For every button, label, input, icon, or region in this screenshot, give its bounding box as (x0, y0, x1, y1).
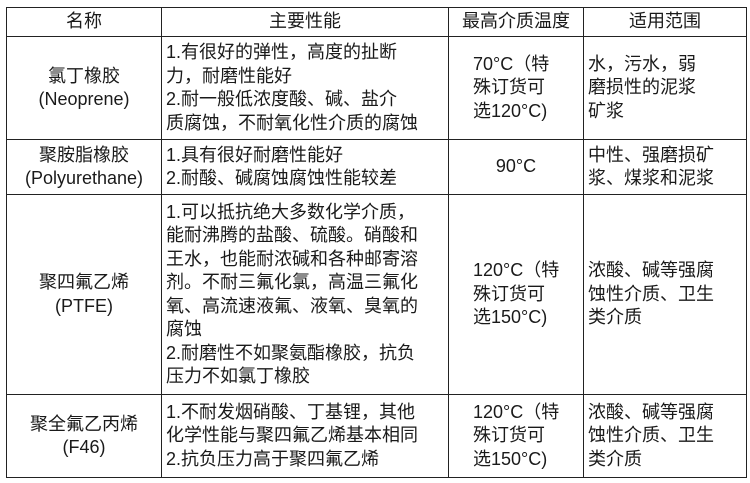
table-row: 聚全氟乙丙烯 (F46) 1.不耐发烟硝酸、丁基锂，其他 化学性能与聚四氟乙烯基本相同… (6, 394, 747, 478)
cell-line: (Neoprene) (38, 89, 130, 109)
header-row: 名称 主要性能 最高介质温度 适用范围 (6, 7, 747, 37)
cell-line: 王水，也能耐浓碱和各种邮寄溶 (166, 248, 418, 269)
cell-line: 聚全氟乙丙烯 (30, 413, 138, 434)
materials-table: 名称 主要性能 最高介质温度 适用范围 氯丁橡胶 (Neoprene) 1.有很好的… (6, 7, 747, 478)
cell-line: 90°C (495, 156, 537, 177)
cell-line: 剂。不耐三氟化氯，高温三氟化 (166, 272, 418, 292)
cell-line: (F46) (62, 437, 106, 457)
application-cell: 中性、强磨损矿 浆、煤浆和泥浆 (583, 139, 747, 195)
cell-line: 2.耐一般低浓度酸、碱、盐介 (166, 89, 398, 109)
application-cell: 浓酸、碱等强腐 蚀性介质、卫生 类介质 (583, 194, 747, 395)
name-cell: 聚四氟乙烯 (PTFE) (6, 194, 162, 395)
temperature-cell: 120°C（特 殊订货可 选150°C) (448, 394, 584, 478)
header-performance: 主要性能 (161, 7, 449, 37)
temperature-cell: 90°C (448, 139, 584, 195)
header-name: 名称 (6, 7, 162, 37)
table-row: 聚四氟乙烯 (PTFE) 1.可以抵抗绝大多数化学介质， 能耐沸腾的盐酸、硫酸。硝酸和… (6, 194, 747, 395)
cell-line: 类介质 (588, 448, 642, 469)
name-cell: 聚胺脂橡胶 (Polyurethane) (6, 139, 162, 195)
cell-line: 70°C（特 (473, 53, 550, 74)
cell-line: 腐蚀 (166, 319, 202, 339)
cell-line: 殊订货可 (473, 283, 545, 304)
cell-line: 选150°C) (473, 448, 548, 469)
application-cell: 浓酸、碱等强腐 蚀性介质、卫生 类介质 (583, 394, 747, 478)
temperature-cell: 70°C（特 殊订货可 选120°C) (448, 36, 584, 140)
cell-line: 蚀性介质、卫生 (588, 283, 714, 304)
cell-line: 能耐沸腾的盐酸、硫酸。硝酸和 (166, 225, 418, 245)
cell-line: (Polyurethane) (24, 168, 144, 188)
cell-line: 浆、煤浆和泥浆 (588, 168, 714, 188)
table-row: 氯丁橡胶 (Neoprene) 1.有很好的弹性，高度的扯断 力，耐磨性能好 2.耐一般… (6, 36, 747, 140)
cell-line: 氯丁橡胶 (48, 65, 120, 86)
cell-line: 殊订货可 (473, 425, 545, 446)
cell-line: 2.耐磨性不如聚氨酯橡胶，抗负 (166, 342, 416, 363)
performance-cell: 1.具有很好耐磨性能好 2.耐酸、碱腐蚀腐蚀性能较差 (161, 139, 449, 195)
cell-line: 聚胺脂橡胶 (39, 144, 129, 165)
cell-line: 磨损性的泥浆 (588, 77, 696, 98)
name-cell: 氯丁橡胶 (Neoprene) (6, 36, 162, 140)
cell-line: (PTFE) (55, 295, 113, 316)
cell-line: 聚四氟乙烯 (39, 272, 129, 292)
name-cell: 聚全氟乙丙烯 (F46) (6, 394, 162, 478)
cell-line: 选150°C) (473, 307, 548, 328)
cell-line: 水，污水，弱 (588, 53, 696, 74)
cell-line: 2.耐酸、碱腐蚀腐蚀性能较差 (166, 168, 398, 188)
cell-line: 化学性能与聚四氟乙烯基本相同 (166, 425, 418, 446)
cell-line: 浓酸、碱等强腐 (588, 260, 714, 281)
cell-line: 1.可以抵抗绝大多数化学介质， (166, 201, 416, 222)
cell-line: 类介质 (588, 307, 642, 328)
cell-line: 矿浆 (588, 100, 624, 121)
cell-line: 氧、高流速液氟、液氧、臭氧的 (166, 295, 418, 316)
cell-line: 120°C（特 (473, 401, 560, 422)
cell-line: 1.有很好的弹性，高度的扯断 (166, 42, 398, 62)
cell-line: 殊订货可 (473, 77, 545, 98)
temperature-cell: 120°C（特 殊订货可选150°C) (448, 194, 584, 395)
cell-line: 1.具有很好耐磨性能好 (166, 144, 344, 165)
performance-cell: 1.可以抵抗绝大多数化学介质， 能耐沸腾的盐酸、硫酸。硝酸和 王水，也能耐浓碱和各种… (161, 194, 449, 395)
application-cell: 水，污水，弱 磨损性的泥浆 矿浆 (583, 36, 747, 140)
cell-line: 中性、强磨损矿 (588, 144, 714, 165)
cell-line: 2.抗负压力高于聚四氟乙烯 (166, 448, 380, 469)
table-row: 聚胺脂橡胶 (Polyurethane) 1.具有很好耐磨性能好 2.耐酸、碱腐蚀腐蚀… (6, 139, 747, 195)
cell-line: 压力不如氯丁橡胶 (166, 366, 310, 386)
performance-cell: 1.不耐发烟硝酸、丁基锂，其他 化学性能与聚四氟乙烯基本相同 2.抗负压力高于聚四氟… (161, 394, 449, 478)
cell-line: 力，耐磨性能好 (166, 65, 292, 86)
header-temperature: 最高介质温度 (448, 7, 584, 37)
cell-line: 浓酸、碱等强腐 (588, 401, 714, 422)
cell-line: 质腐蚀，不耐氧化性介质的腐蚀 (166, 112, 418, 133)
cell-line: 蚀性介质、卫生 (588, 425, 714, 446)
header-application: 适用范围 (583, 7, 747, 37)
cell-line: 选120°C) (473, 100, 548, 121)
cell-line: 120°C（特 (473, 260, 560, 281)
cell-line: 1.不耐发烟硝酸、丁基锂，其他 (166, 401, 416, 422)
performance-cell: 1.有很好的弹性，高度的扯断 力，耐磨性能好 2.耐一般低浓度酸、碱、盐介 质腐蚀，不… (161, 36, 449, 140)
